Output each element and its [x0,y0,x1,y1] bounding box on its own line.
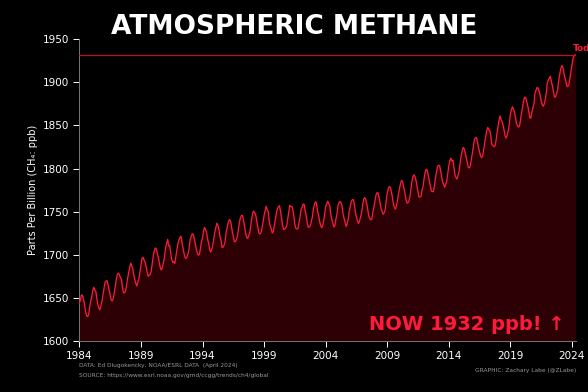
Text: DATA: Ed Dlugokencky, NOAA/ESRL DATA  (April 2024): DATA: Ed Dlugokencky, NOAA/ESRL DATA (Ap… [79,363,238,368]
Text: ATMOSPHERIC METHANE: ATMOSPHERIC METHANE [111,14,477,40]
Y-axis label: Parts Per Billion (CH₄: ppb): Parts Per Billion (CH₄: ppb) [28,125,38,255]
Text: GRAPHIC: Zachary Labe (@ZLabe): GRAPHIC: Zachary Labe (@ZLabe) [475,368,576,373]
Text: SOURCE: https://www.esrl.noaa.gov/gmd/ccgg/trends/ch4/global: SOURCE: https://www.esrl.noaa.gov/gmd/cc… [79,373,269,378]
Text: Today!: Today! [573,44,588,53]
Text: NOW 1932 ppb! ↑: NOW 1932 ppb! ↑ [369,315,564,334]
